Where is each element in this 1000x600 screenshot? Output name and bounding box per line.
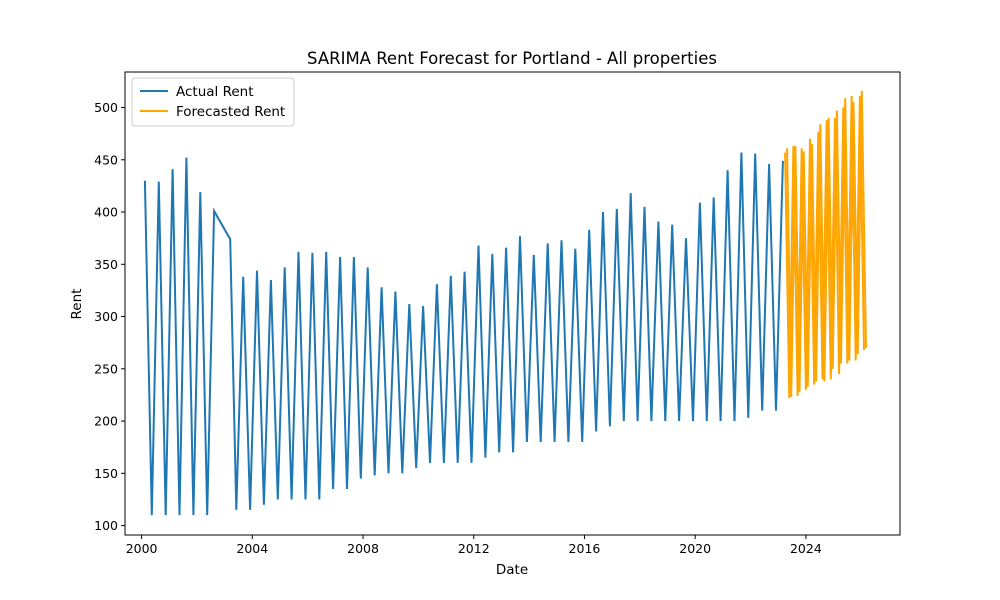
y-tick-label: 100 (94, 518, 118, 533)
y-tick-label: 400 (94, 205, 118, 220)
x-tick-label: 2008 (347, 541, 379, 556)
chart-title: SARIMA Rent Forecast for Portland - All … (307, 49, 717, 68)
legend-label-actual: Actual Rent (176, 84, 254, 100)
y-tick-label: 250 (94, 361, 118, 376)
x-axis-title: Date (496, 562, 528, 578)
x-tick-label: 2004 (236, 541, 268, 556)
series-layer (143, 90, 867, 516)
y-axis-title: Rent (69, 289, 85, 320)
y-tick-label: 200 (94, 414, 118, 429)
legend-box (131, 77, 295, 127)
x-tick-label: 2024 (790, 541, 822, 556)
x-tick-label: 2000 (126, 541, 158, 556)
y-tick-label: 500 (94, 100, 118, 115)
y-axis: 100 150 200 250 300 350 400 450 500 (94, 100, 125, 533)
plot-area (124, 71, 901, 536)
x-tick-label: 2016 (569, 541, 601, 556)
y-tick-label: 350 (94, 257, 118, 272)
plot-frame (124, 71, 901, 536)
legend: Actual Rent Forecasted Rent (131, 77, 295, 127)
x-tick-label: 2020 (679, 541, 711, 556)
x-axis: 2000 2004 2008 2012 2016 2020 2024 (126, 535, 822, 556)
series-line-forecast-secondary (786, 90, 867, 398)
x-tick-label: 2012 (458, 541, 490, 556)
series-line-actual (143, 152, 784, 516)
y-tick-label: 150 (94, 466, 118, 481)
y-tick-label: 450 (94, 152, 118, 167)
legend-label-forecast: Forecasted Rent (176, 104, 285, 120)
y-tick-label: 300 (94, 309, 118, 324)
